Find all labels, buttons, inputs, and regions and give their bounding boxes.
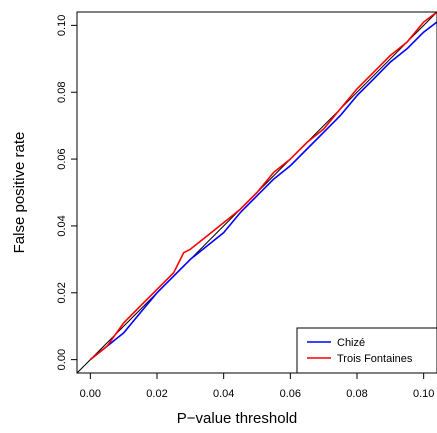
x-tick-label: 0.08 bbox=[346, 388, 367, 400]
x-axis-title: P−value threshold bbox=[177, 410, 298, 427]
legend-box bbox=[296, 327, 437, 374]
series-line-trois-fontaines bbox=[89, 11, 437, 361]
y-tick-label: 0.04 bbox=[56, 215, 68, 236]
legend-label: Trois Fontaines bbox=[337, 353, 413, 365]
x-tick-label: 0.02 bbox=[146, 388, 167, 400]
legend-label: Chizé bbox=[337, 337, 365, 349]
x-tick-label: 0.04 bbox=[213, 388, 234, 400]
y-tick-label: 0.10 bbox=[56, 15, 68, 36]
y-tick-label: 0.08 bbox=[56, 82, 68, 103]
x-tick-label: 0.00 bbox=[80, 388, 101, 400]
y-axis: 0.00 0.02 0.04 0.06 0.08 0.10 bbox=[56, 15, 77, 370]
y-axis-title: False positive rate bbox=[11, 132, 28, 254]
x-tick-label: 0.10 bbox=[413, 388, 434, 400]
y-tick-label: 0.00 bbox=[56, 349, 68, 370]
series-layer bbox=[89, 11, 437, 361]
plot-frame bbox=[76, 11, 437, 374]
x-tick-label: 0.06 bbox=[280, 388, 301, 400]
y-tick-label: 0.06 bbox=[56, 148, 68, 169]
x-axis: 0.00 0.02 0.04 0.06 0.08 0.10 bbox=[80, 373, 434, 400]
series-line-chize bbox=[89, 21, 437, 361]
legend: Chizé Trois Fontaines bbox=[296, 327, 437, 374]
y-tick-label: 0.02 bbox=[56, 282, 68, 303]
